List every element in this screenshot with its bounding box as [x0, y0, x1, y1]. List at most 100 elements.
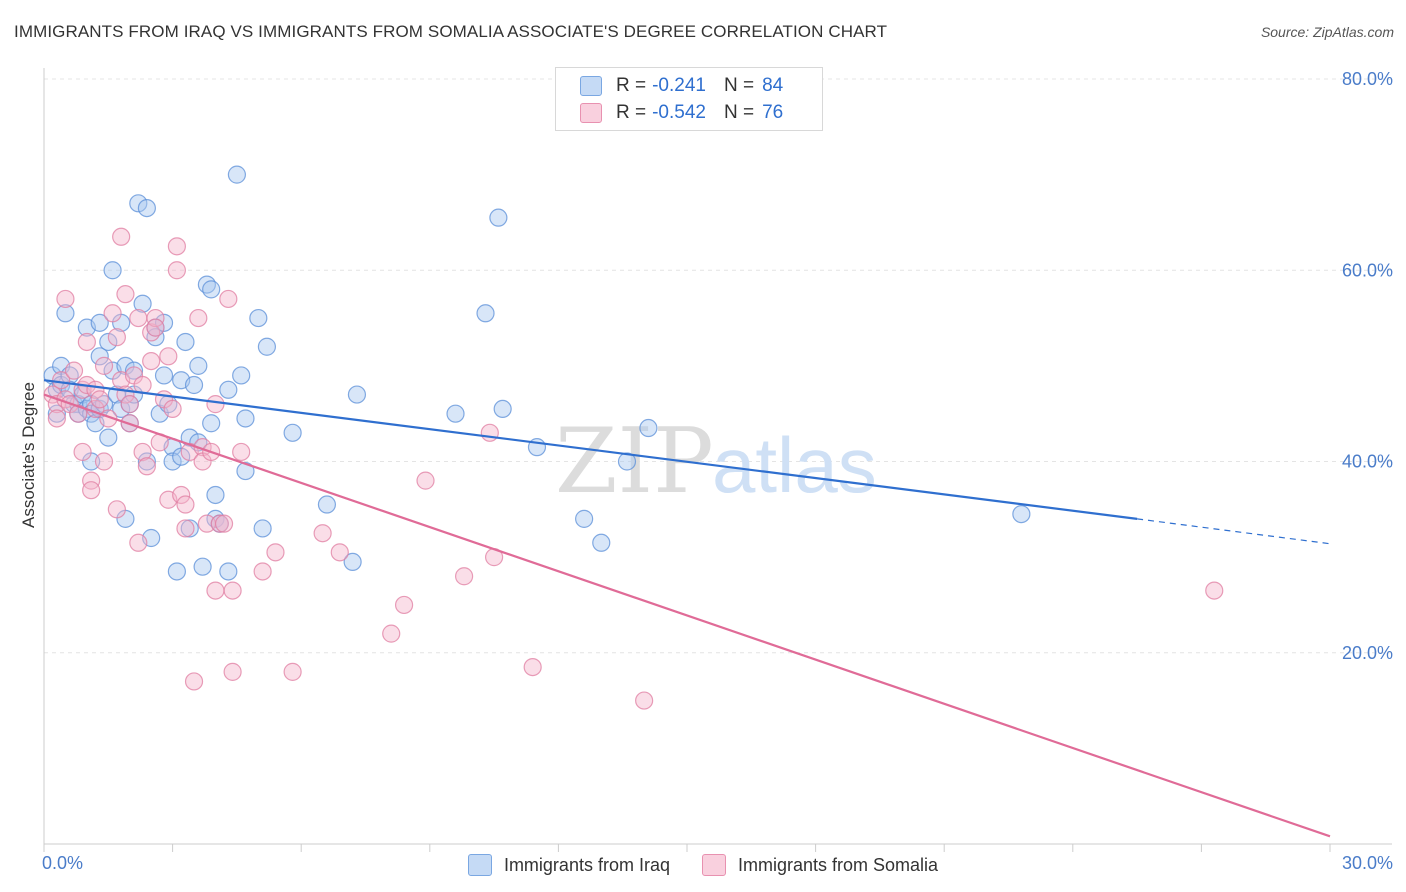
somalia-point	[167, 237, 186, 256]
legend-r-value-iraq: -0.241	[652, 75, 706, 96]
iraq-point	[124, 361, 144, 380]
iraq-point	[1012, 504, 1031, 524]
somalia-point	[73, 442, 92, 462]
somalia-point	[219, 289, 238, 309]
iraq-point	[90, 347, 109, 366]
somalia-point	[129, 308, 148, 328]
legend-row-iraq: R = -0.241 N = 84	[580, 73, 783, 99]
chart-title: IMMIGRANTS FROM IRAQ VS IMMIGRANTS FROM …	[14, 22, 888, 41]
axes	[43, 68, 1392, 852]
somalia-point	[172, 485, 191, 505]
iraq-point	[575, 509, 594, 528]
iraq-point	[493, 399, 512, 419]
iraq-point	[617, 452, 637, 471]
iraq-point	[133, 294, 152, 313]
iraq-point	[184, 375, 204, 395]
iraq-point	[56, 304, 75, 323]
correlation-legend: R = -0.241 N = 84 R = -0.542 N = 76	[555, 67, 823, 131]
iraq-point	[317, 495, 337, 514]
legend-label-somalia: Immigrants from Somalia	[737, 854, 939, 875]
legend-swatch-iraq	[467, 854, 492, 876]
somalia-point	[214, 514, 234, 533]
iraq-point	[639, 418, 658, 438]
somalia-point	[523, 657, 542, 677]
legend-swatch-iraq	[580, 76, 602, 96]
somalia-point	[107, 328, 126, 347]
legend-n-value-iraq: 84	[762, 75, 784, 96]
y-axis-label: Associate's Degree	[19, 382, 38, 528]
somalia-point	[176, 495, 195, 514]
iraq-point	[99, 428, 118, 447]
somalia-point	[47, 409, 66, 428]
somalia-point	[64, 361, 84, 380]
iraq-point	[154, 313, 174, 332]
y-tick-label: 40.0%	[1342, 452, 1393, 472]
somalia-point	[116, 285, 135, 304]
trendline-iraq	[43, 379, 1138, 520]
somalia-point	[206, 581, 225, 600]
somalia-point	[330, 543, 349, 562]
iraq-point	[154, 366, 174, 385]
legend-n-label: N =	[723, 102, 755, 123]
iraq-point	[343, 552, 362, 572]
somalia-point	[167, 261, 186, 280]
somalia-point	[232, 442, 251, 462]
legend-n-label: N =	[723, 75, 755, 96]
data-points	[43, 165, 1224, 710]
legend-r-label: R =	[616, 75, 647, 96]
iraq-point	[167, 562, 186, 581]
somalia-point	[159, 347, 178, 366]
iraq-point	[163, 452, 182, 471]
somalia-point	[394, 595, 414, 615]
y-tick-label: 60.0%	[1342, 260, 1393, 280]
iraq-point	[90, 313, 109, 332]
iraq-point	[180, 519, 199, 538]
iraq-point	[283, 423, 302, 442]
legend-r-label: R =	[616, 102, 647, 123]
somalia-point	[146, 318, 165, 337]
somalia-point	[454, 567, 474, 586]
somalia-point	[112, 227, 131, 246]
iraq-point	[189, 356, 208, 375]
somalia-point	[635, 691, 654, 710]
grid-lines	[44, 78, 1392, 654]
iraq-point	[137, 452, 156, 471]
x-tick-label: 30.0%	[1342, 853, 1393, 873]
iraq-point	[112, 399, 131, 419]
x-tick-label: 0.0%	[42, 853, 83, 873]
somalia-point	[206, 395, 225, 414]
iraq-point	[236, 409, 255, 428]
somalia-point	[189, 308, 208, 328]
trend-lines	[43, 379, 1331, 838]
somalia-point	[1205, 581, 1224, 600]
somalia-point	[480, 423, 499, 442]
iraq-point	[236, 461, 255, 481]
somalia-point	[103, 304, 122, 323]
somalia-point	[129, 533, 148, 552]
somalia-point	[223, 581, 242, 600]
legend-r-value-somalia: -0.542	[652, 102, 706, 123]
somalia-point	[313, 524, 332, 543]
somalia-point	[210, 514, 229, 533]
somalia-point	[107, 500, 126, 519]
iraq-point	[172, 447, 191, 466]
trendline-iraq-extension	[1137, 518, 1331, 545]
somalia-point	[77, 332, 96, 352]
legend-swatch-somalia	[701, 854, 726, 876]
iraq-point	[99, 332, 118, 352]
watermark-atlas: atlas	[712, 421, 877, 509]
iraq-point	[592, 533, 611, 552]
somalia-point	[223, 662, 242, 681]
somalia-point	[94, 356, 114, 375]
trendline-somalia	[43, 393, 1331, 838]
somalia-point	[82, 481, 101, 500]
somalia-point	[382, 624, 401, 643]
somalia-point	[416, 471, 435, 490]
legend-swatch-somalia	[580, 103, 602, 123]
iraq-point	[476, 304, 495, 323]
somalia-point	[82, 471, 101, 490]
iraq-point	[253, 519, 272, 538]
iraq-point	[227, 165, 246, 184]
somalia-point	[142, 351, 161, 371]
